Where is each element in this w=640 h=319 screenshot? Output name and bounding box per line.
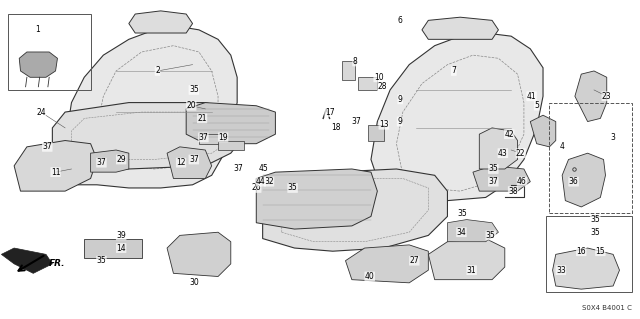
Polygon shape — [14, 141, 97, 191]
Text: 37: 37 — [234, 165, 243, 174]
Polygon shape — [91, 150, 129, 172]
Polygon shape — [262, 169, 447, 251]
Text: 7: 7 — [451, 66, 456, 76]
Text: 35: 35 — [486, 231, 495, 240]
Bar — [84, 239, 141, 257]
Text: 43: 43 — [498, 149, 508, 158]
Text: 26: 26 — [252, 183, 261, 192]
Bar — [342, 62, 355, 80]
Text: 3: 3 — [611, 133, 616, 142]
Text: 28: 28 — [378, 82, 387, 91]
Bar — [218, 141, 244, 150]
Text: 11: 11 — [51, 168, 60, 177]
Polygon shape — [562, 153, 605, 207]
Text: 4: 4 — [560, 142, 564, 151]
Text: 13: 13 — [379, 120, 388, 129]
Polygon shape — [256, 169, 378, 229]
Text: 36: 36 — [569, 177, 579, 186]
Text: 38: 38 — [508, 187, 518, 196]
Text: 32: 32 — [264, 177, 274, 186]
Polygon shape — [346, 245, 428, 283]
Bar — [358, 77, 378, 90]
Polygon shape — [65, 27, 237, 188]
Text: 9: 9 — [397, 117, 402, 126]
Text: 22: 22 — [516, 149, 525, 158]
Text: 42: 42 — [504, 130, 514, 139]
Polygon shape — [371, 33, 543, 201]
Bar — [549, 103, 632, 213]
Text: S0X4 B4001 C: S0X4 B4001 C — [582, 305, 632, 311]
Text: 12: 12 — [177, 158, 186, 167]
Polygon shape — [575, 71, 607, 122]
Polygon shape — [167, 147, 212, 178]
Text: 40: 40 — [365, 272, 374, 281]
Text: 46: 46 — [517, 177, 527, 186]
Text: 37: 37 — [42, 142, 52, 151]
Text: 27: 27 — [410, 256, 419, 265]
Polygon shape — [447, 219, 499, 242]
Polygon shape — [531, 115, 556, 147]
Text: 29: 29 — [116, 155, 126, 164]
Polygon shape — [167, 232, 231, 277]
Text: 41: 41 — [527, 92, 536, 101]
Text: 30: 30 — [189, 278, 198, 287]
Text: 35: 35 — [457, 209, 467, 218]
Text: 20: 20 — [186, 101, 196, 110]
Text: 35: 35 — [288, 183, 298, 192]
Text: 15: 15 — [596, 247, 605, 256]
Text: 44: 44 — [256, 177, 266, 186]
Polygon shape — [1, 248, 52, 273]
Text: 31: 31 — [467, 266, 476, 275]
Polygon shape — [186, 103, 275, 144]
Polygon shape — [422, 17, 499, 39]
Polygon shape — [129, 11, 193, 33]
Text: 37: 37 — [351, 117, 361, 126]
Text: 21: 21 — [197, 114, 207, 123]
Bar — [199, 134, 225, 144]
Text: 14: 14 — [116, 243, 126, 253]
Text: 10: 10 — [374, 73, 383, 82]
Text: 37: 37 — [488, 177, 498, 186]
Text: 35: 35 — [591, 228, 600, 237]
Text: 24: 24 — [36, 108, 45, 116]
Text: 35: 35 — [97, 256, 106, 265]
Polygon shape — [19, 52, 58, 77]
Polygon shape — [552, 248, 620, 289]
Bar — [546, 216, 632, 292]
Text: 33: 33 — [556, 266, 566, 275]
Text: 16: 16 — [577, 247, 586, 256]
Text: 18: 18 — [331, 123, 340, 132]
Text: FR.: FR. — [49, 259, 66, 268]
Text: 9: 9 — [398, 95, 403, 104]
Text: 37: 37 — [198, 133, 208, 142]
Text: 1: 1 — [35, 25, 40, 34]
Bar — [8, 14, 91, 90]
Text: 5: 5 — [534, 101, 539, 110]
Text: 39: 39 — [116, 231, 126, 240]
Text: 37: 37 — [189, 155, 198, 164]
Text: 2: 2 — [155, 66, 160, 76]
Text: 19: 19 — [218, 133, 228, 142]
Polygon shape — [52, 103, 244, 169]
Text: 35: 35 — [488, 165, 498, 174]
Polygon shape — [479, 128, 518, 169]
Text: 23: 23 — [602, 92, 612, 101]
Bar — [368, 125, 384, 141]
Text: 45: 45 — [259, 165, 269, 174]
Text: 34: 34 — [456, 228, 467, 237]
Text: 8: 8 — [353, 57, 357, 66]
Polygon shape — [473, 166, 531, 191]
Text: 35: 35 — [591, 215, 600, 224]
Text: 37: 37 — [97, 158, 106, 167]
Text: 35: 35 — [189, 85, 198, 94]
Text: 6: 6 — [397, 16, 402, 25]
Polygon shape — [428, 239, 505, 280]
Text: 17: 17 — [324, 108, 334, 116]
